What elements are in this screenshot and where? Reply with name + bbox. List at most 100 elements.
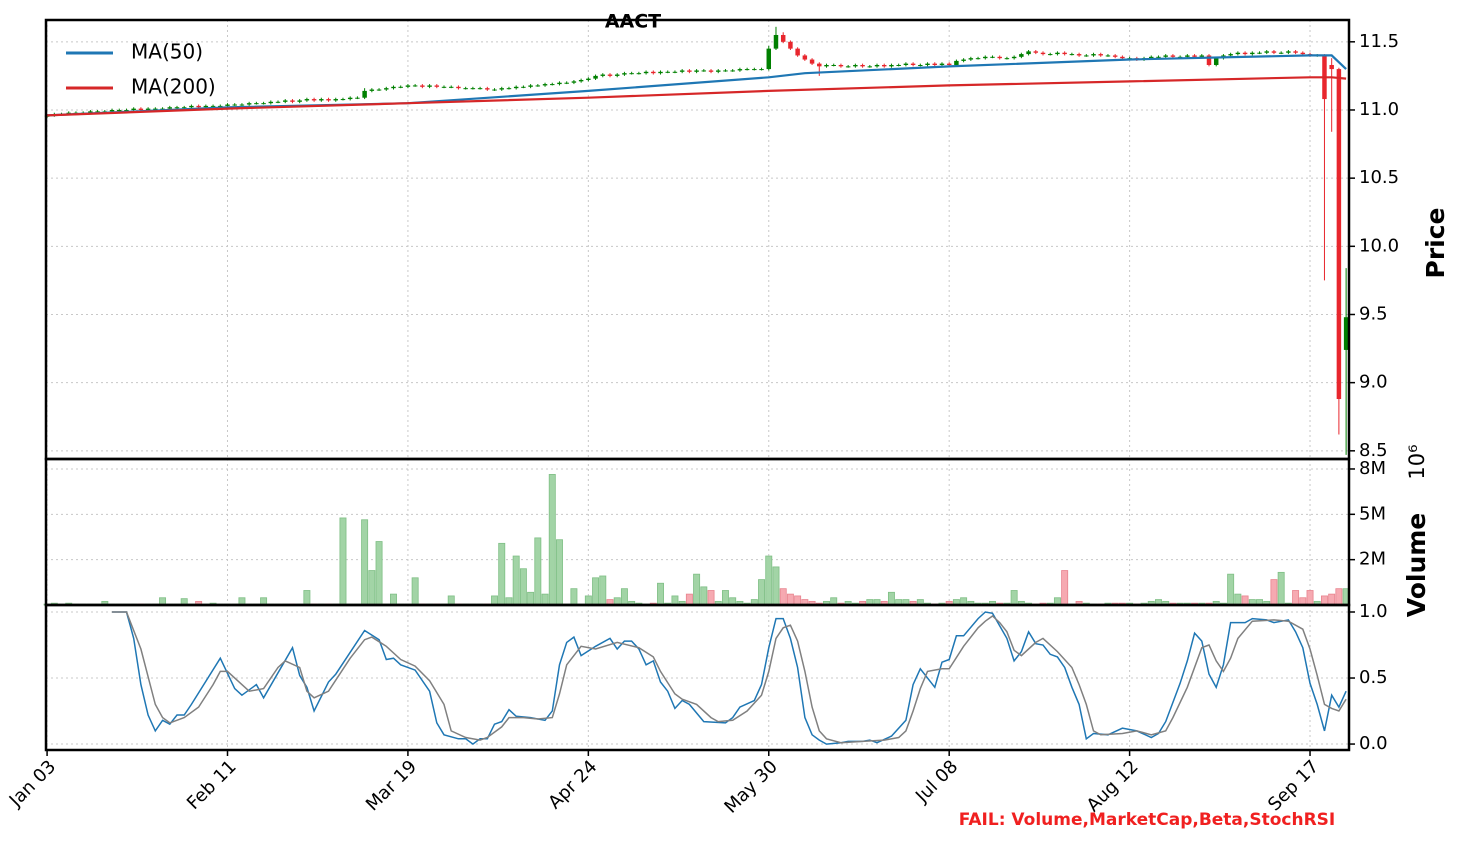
candle-body bbox=[737, 69, 743, 71]
candle-body bbox=[1293, 51, 1298, 53]
volume-bar bbox=[584, 595, 592, 606]
candle-body bbox=[456, 86, 461, 89]
volume-bar bbox=[541, 593, 549, 606]
y-tick-label: 8M bbox=[1359, 458, 1386, 479]
candle-body bbox=[376, 89, 382, 91]
candle-body bbox=[1343, 317, 1349, 350]
candle-body bbox=[492, 89, 497, 91]
volume-bar bbox=[447, 595, 455, 606]
candle-body bbox=[600, 74, 606, 76]
y-tick-label: 11.0 bbox=[1359, 99, 1399, 120]
candle-body bbox=[694, 70, 699, 72]
volume-bar bbox=[1292, 590, 1300, 606]
candle-body bbox=[470, 88, 476, 90]
candle-body bbox=[607, 74, 613, 76]
volume-bar bbox=[758, 579, 766, 606]
candle-body bbox=[1156, 56, 1161, 58]
candle-body bbox=[1105, 55, 1111, 57]
candle-body bbox=[925, 63, 930, 65]
legend-label: MA(200) bbox=[131, 75, 216, 99]
candle-body bbox=[189, 105, 194, 108]
candle-body bbox=[759, 69, 764, 71]
candle-body bbox=[88, 111, 93, 113]
candle-body bbox=[434, 85, 440, 87]
candle-body bbox=[412, 85, 418, 87]
y-tick-label: 8.5 bbox=[1359, 440, 1388, 461]
volume-bar bbox=[411, 577, 419, 606]
candle-body bbox=[550, 84, 555, 86]
volume-bar bbox=[361, 519, 369, 606]
volume-bar bbox=[1270, 579, 1278, 606]
candle-body bbox=[1004, 58, 1010, 60]
volume-bar bbox=[599, 575, 607, 606]
candle-body bbox=[896, 64, 901, 66]
candle-body bbox=[831, 64, 836, 66]
y-tick-label: 5M bbox=[1359, 503, 1386, 524]
candle-body bbox=[1098, 54, 1103, 56]
legend-label: MA(50) bbox=[131, 40, 203, 64]
candle-body bbox=[946, 63, 952, 65]
candle-body bbox=[780, 34, 786, 42]
candle-body bbox=[384, 88, 389, 90]
candle-body bbox=[542, 84, 548, 86]
candle-body bbox=[795, 48, 800, 56]
volume-bar bbox=[1227, 573, 1235, 606]
volume-bar bbox=[570, 588, 578, 606]
candle-body bbox=[347, 97, 353, 100]
candle-body bbox=[1091, 54, 1096, 56]
volume-bar bbox=[339, 517, 347, 606]
candle-body bbox=[679, 70, 685, 72]
volume-bar bbox=[671, 595, 679, 606]
volume-bar bbox=[887, 591, 895, 606]
volume-bar bbox=[779, 588, 787, 606]
volume-bar bbox=[368, 570, 376, 606]
candle-body bbox=[420, 85, 425, 87]
candle-body bbox=[867, 66, 873, 68]
candle-body bbox=[210, 105, 216, 107]
volume-bar bbox=[786, 593, 794, 606]
candle-body bbox=[1300, 52, 1306, 55]
candle-body bbox=[1278, 52, 1284, 54]
candle-body bbox=[1228, 54, 1233, 56]
candle-body bbox=[708, 70, 714, 72]
candle-body bbox=[1250, 52, 1255, 55]
axis-offset-label: 10⁶ bbox=[1405, 444, 1429, 479]
candle-body bbox=[391, 86, 396, 89]
candle-body bbox=[1206, 55, 1212, 65]
volume-bar bbox=[685, 593, 693, 606]
y-axis-label: Volume bbox=[1402, 513, 1431, 618]
candle-body bbox=[441, 86, 447, 88]
candle-body bbox=[788, 41, 793, 49]
y-tick-label: 0.0 bbox=[1359, 733, 1388, 754]
candle-body bbox=[297, 100, 302, 102]
candle-body bbox=[1329, 64, 1334, 70]
candle-body bbox=[622, 73, 627, 75]
candle-body bbox=[874, 64, 880, 67]
candle-body bbox=[881, 64, 887, 67]
candle-body bbox=[1336, 69, 1342, 400]
volume-bar bbox=[375, 541, 383, 606]
candle-body bbox=[1069, 54, 1075, 56]
volume-bar bbox=[1234, 593, 1242, 606]
volume-bar bbox=[707, 590, 715, 606]
candle-body bbox=[564, 82, 569, 84]
y-tick-label: 9.0 bbox=[1359, 372, 1388, 393]
volume-bar bbox=[534, 537, 542, 606]
candle-body bbox=[1047, 54, 1053, 56]
candle-body bbox=[153, 108, 158, 110]
candle-body bbox=[824, 64, 829, 67]
candle-body bbox=[1112, 55, 1118, 57]
candle-body bbox=[304, 99, 310, 101]
candle-body bbox=[448, 86, 454, 88]
candle-body bbox=[513, 86, 519, 89]
volume-bar bbox=[592, 577, 600, 606]
line-series bbox=[47, 76, 1347, 117]
volume-bar bbox=[1335, 588, 1343, 606]
candle-body bbox=[845, 66, 851, 68]
candle-body bbox=[1055, 52, 1060, 55]
candle-body bbox=[990, 56, 995, 58]
candle-body bbox=[557, 82, 562, 85]
candle-body bbox=[961, 59, 966, 61]
candle-body bbox=[1120, 56, 1125, 59]
